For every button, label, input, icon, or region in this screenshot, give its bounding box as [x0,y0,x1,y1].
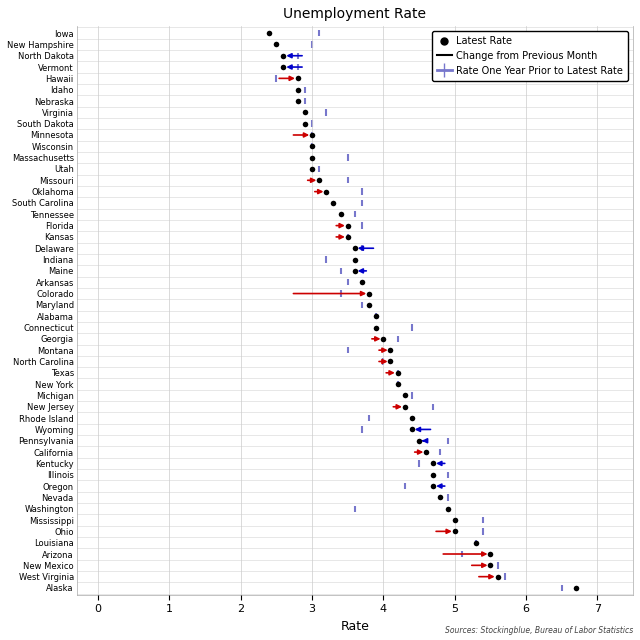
Title: Unemployment Rate: Unemployment Rate [284,7,426,21]
X-axis label: Rate: Rate [340,620,369,633]
Legend: Latest Rate, Change from Previous Month, Rate One Year Prior to Latest Rate: Latest Rate, Change from Previous Month,… [432,31,628,81]
Text: Sources: Stockingblue, Bureau of Labor Statistics: Sources: Stockingblue, Bureau of Labor S… [445,626,633,635]
